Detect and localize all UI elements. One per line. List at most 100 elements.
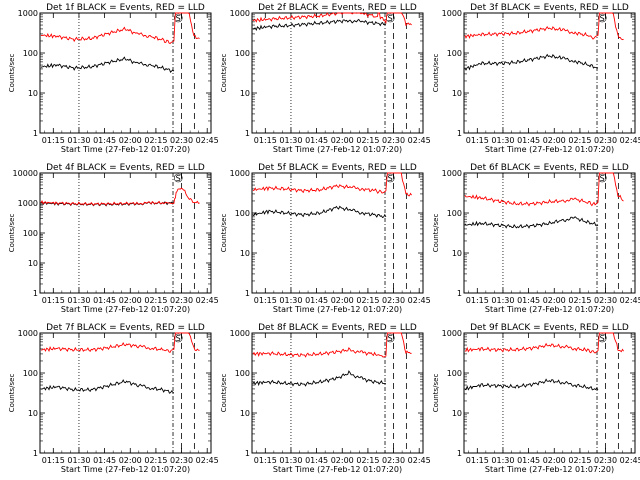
panel-title: Det 7f BLACK = Events, RED = LLD	[46, 323, 205, 333]
marker-label: S	[600, 174, 605, 183]
x-axis-label: Start Time (27-Feb-12 01:07:20)	[61, 145, 190, 154]
y-tick-label: 10	[452, 89, 462, 98]
y-tick-label: 10	[452, 409, 462, 418]
panel-1: Det 1f BLACK = Events, RED = LLD 1 10 100 10…	[8, 3, 219, 154]
panel-9: Det 9f BLACK = Events, RED = LLD 1 10 100 10…	[432, 323, 640, 474]
x-tick-label: 01:45	[93, 296, 116, 305]
marker-label: S	[600, 14, 605, 23]
x-tick-label: 01:15	[466, 456, 489, 465]
y-tick-label: 10000	[13, 169, 38, 178]
x-tick-label: 02:45	[408, 456, 431, 465]
x-tick-label: 02:30	[594, 296, 617, 305]
x-tick-label: 02:30	[382, 456, 405, 465]
y-tick-label: 1000	[442, 329, 462, 338]
marker-label: S	[176, 174, 181, 183]
panel-title: Det 5f BLACK = Events, RED = LLD	[258, 163, 417, 173]
y-tick-label: 10	[28, 89, 38, 98]
x-tick-label: 01:30	[279, 296, 302, 305]
x-tick-label: 01:45	[305, 456, 328, 465]
x-tick-label: 02:00	[331, 456, 354, 465]
x-tick-label: 01:15	[42, 456, 65, 465]
panel-title: Det 1f BLACK = Events, RED = LLD	[46, 3, 205, 13]
x-tick-label: 01:15	[466, 136, 489, 145]
x-tick-label: 02:30	[594, 456, 617, 465]
plot-frame	[463, 332, 636, 454]
panel-5: Det 5f BLACK = Events, RED = LLD 1 10 100 10…	[220, 163, 431, 314]
y-tick-label: 100	[447, 209, 462, 218]
marker-circle	[597, 333, 607, 343]
x-tick-label: 02:00	[119, 456, 142, 465]
marker-circle	[173, 13, 183, 23]
x-tick-label: 01:30	[279, 456, 302, 465]
y-tick-label: 1	[33, 289, 38, 298]
y-tick-label: 100	[447, 369, 462, 378]
x-tick-label: 01:15	[466, 296, 489, 305]
panel-2: Det 2f BLACK = Events, RED = LLD 1 10 100 10…	[220, 3, 431, 154]
x-tick-label: 01:45	[93, 136, 116, 145]
y-tick-label: 1	[245, 129, 250, 138]
x-tick-label: 01:30	[279, 136, 302, 145]
x-tick-label: 01:15	[254, 136, 277, 145]
series-events-line	[252, 205, 387, 219]
y-tick-label: 1000	[442, 169, 462, 178]
x-tick-label: 01:45	[517, 136, 540, 145]
marker-circle	[173, 173, 183, 183]
panel-title: Det 8f BLACK = Events, RED = LLD	[258, 323, 417, 333]
x-tick-label: 01:30	[491, 456, 514, 465]
series-events-line	[40, 379, 175, 394]
panel-7: Det 7f BLACK = Events, RED = LLD 1 10 100 10…	[8, 323, 219, 474]
y-tick-label: 1	[457, 289, 462, 298]
series-events-line	[464, 53, 599, 72]
x-tick-label: 01:30	[67, 136, 90, 145]
panel-8: Det 8f BLACK = Events, RED = LLD 1 10 100 10…	[220, 323, 431, 474]
y-tick-label: 1000	[18, 199, 38, 208]
x-tick-label: 02:30	[382, 136, 405, 145]
series-events-line	[252, 370, 386, 387]
x-tick-label: 02:45	[196, 136, 219, 145]
y-tick-label: 100	[23, 229, 38, 238]
y-tick-label: 1000	[230, 9, 250, 18]
y-tick-label: 100	[447, 49, 462, 58]
plot-frame	[463, 12, 636, 134]
y-tick-label: 10	[240, 409, 250, 418]
series-lld-line	[40, 187, 200, 207]
x-tick-label: 01:15	[42, 296, 65, 305]
x-tick-label: 01:45	[93, 456, 116, 465]
x-tick-label: 02:15	[144, 456, 167, 465]
x-tick-label: 01:30	[67, 456, 90, 465]
panel-title: Det 2f BLACK = Events, RED = LLD	[258, 3, 417, 13]
panel-title: Det 3f BLACK = Events, RED = LLD	[470, 3, 629, 13]
series-lld-line	[464, 332, 624, 354]
marker-label: S	[388, 174, 393, 183]
marker-circle	[385, 333, 395, 343]
marker-label: S	[176, 14, 181, 23]
series-lld-line	[252, 172, 412, 197]
series-lld-line	[40, 332, 200, 353]
plot-frame	[251, 12, 424, 134]
x-axis-label: Start Time (27-Feb-12 01:07:20)	[485, 465, 614, 474]
y-tick-label: 100	[23, 369, 38, 378]
panel-title: Det 9f BLACK = Events, RED = LLD	[470, 323, 629, 333]
panel-title: Det 4f BLACK = Events, RED = LLD	[46, 163, 205, 173]
y-tick-label: 1000	[18, 9, 38, 18]
x-tick-label: 02:15	[356, 136, 379, 145]
plot-frame	[39, 332, 212, 454]
y-tick-label: 10	[28, 259, 38, 268]
x-tick-label: 02:45	[620, 456, 640, 465]
y-axis-label: Counts/sec	[432, 214, 440, 253]
series-events-line	[464, 216, 599, 229]
x-tick-label: 01:15	[254, 456, 277, 465]
x-tick-label: 01:30	[67, 296, 90, 305]
series-lld-line	[252, 12, 412, 27]
x-tick-label: 02:00	[119, 296, 142, 305]
x-tick-label: 01:30	[491, 136, 514, 145]
marker-circle	[173, 333, 183, 343]
y-tick-label: 100	[235, 369, 250, 378]
x-axis-label: Start Time (27-Feb-12 01:07:20)	[273, 305, 402, 314]
series-events-line	[40, 56, 175, 74]
x-tick-label: 02:30	[170, 136, 193, 145]
x-tick-label: 02:45	[408, 296, 431, 305]
marker-circle	[385, 173, 395, 183]
marker-circle	[597, 173, 607, 183]
